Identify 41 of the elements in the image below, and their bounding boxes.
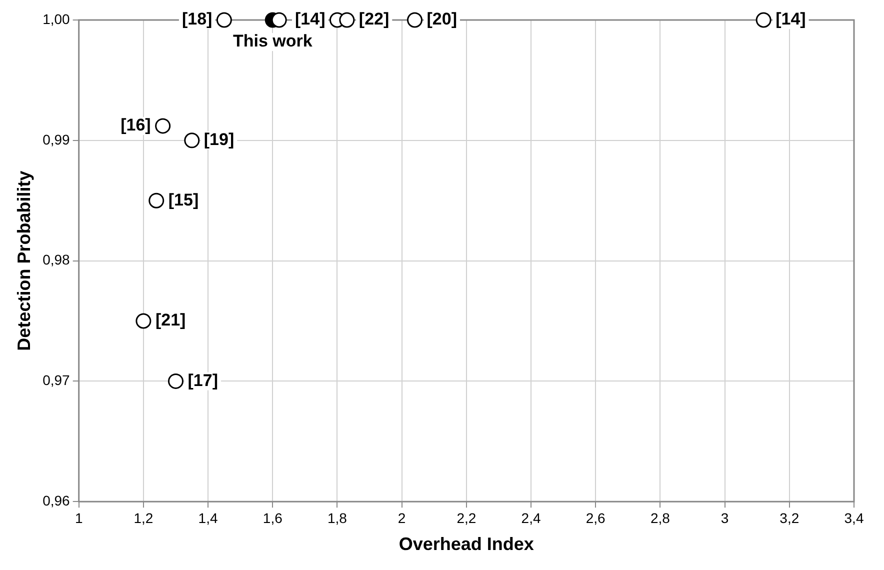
annotation: [16] xyxy=(120,116,151,135)
point xyxy=(148,192,164,208)
annotation: [17] xyxy=(188,370,218,390)
x-tick-label: 1 xyxy=(74,510,83,526)
x-tick-label: 3,4 xyxy=(844,510,864,526)
point xyxy=(406,12,422,28)
x-tick-label: 1,8 xyxy=(328,510,348,526)
annotation: This work xyxy=(232,32,313,51)
x-axis-title: Overhead Index xyxy=(398,534,534,554)
point xyxy=(136,313,152,329)
point xyxy=(756,12,772,28)
x-tick-label: 3,2 xyxy=(780,510,800,526)
annotation: [22] xyxy=(358,10,390,29)
point xyxy=(339,12,355,28)
y-tick-label: 0,99 xyxy=(42,131,70,148)
point xyxy=(184,132,200,148)
y-axis-title: Detection Probability xyxy=(14,170,34,351)
point xyxy=(271,12,287,28)
x-tick-label: 2,6 xyxy=(586,510,606,526)
x-tick-label: 1,6 xyxy=(262,510,283,526)
y-tick-label: 0,98 xyxy=(42,252,70,268)
y-tick-label: 1,00 xyxy=(42,10,70,27)
x-tick-label: 1,4 xyxy=(198,510,218,526)
x-tick-label: 2,4 xyxy=(521,510,541,526)
x-tick-label: 2,8 xyxy=(650,510,670,526)
annotation: [21] xyxy=(155,310,186,330)
point xyxy=(155,118,171,134)
x-tick-label: 2,2 xyxy=(456,510,476,526)
x-tick-label: 3 xyxy=(720,510,729,526)
point xyxy=(168,373,184,389)
x-tick-label: 2 xyxy=(398,510,406,526)
annotation: [20] xyxy=(426,10,457,29)
annotation: [14] xyxy=(295,10,326,29)
point xyxy=(216,12,232,28)
annotation: [18] xyxy=(182,10,212,29)
y-tick-label: 0,96 xyxy=(42,492,70,508)
annotation: [14] xyxy=(776,10,806,29)
annotation: [19] xyxy=(204,130,234,150)
annotation: [15] xyxy=(168,190,199,210)
x-tick-label: 1,2 xyxy=(134,510,154,526)
y-tick-label: 0,97 xyxy=(42,372,70,388)
